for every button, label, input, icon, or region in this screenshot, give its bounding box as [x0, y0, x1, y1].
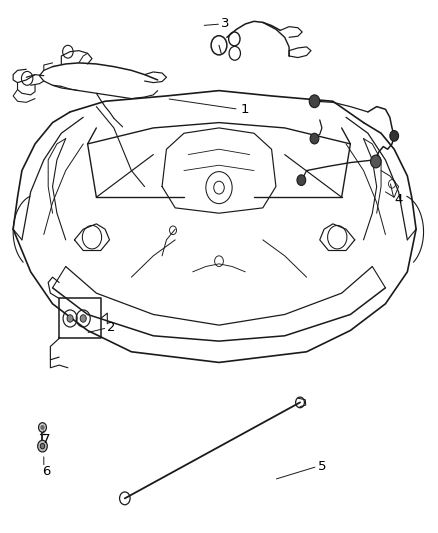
Circle shape	[39, 423, 46, 432]
Circle shape	[80, 314, 86, 322]
Circle shape	[41, 425, 44, 430]
Circle shape	[297, 175, 306, 185]
Circle shape	[309, 95, 320, 108]
Text: 7: 7	[42, 433, 50, 446]
Text: 6: 6	[42, 465, 50, 478]
Circle shape	[371, 155, 381, 168]
Text: 3: 3	[221, 18, 230, 30]
Circle shape	[310, 133, 319, 144]
Circle shape	[390, 131, 399, 141]
Text: 1: 1	[241, 103, 250, 116]
Text: 4: 4	[394, 193, 403, 206]
Circle shape	[38, 440, 47, 452]
Circle shape	[40, 443, 45, 449]
Circle shape	[67, 314, 73, 322]
Text: 2: 2	[107, 321, 116, 334]
Text: 5: 5	[318, 460, 326, 473]
